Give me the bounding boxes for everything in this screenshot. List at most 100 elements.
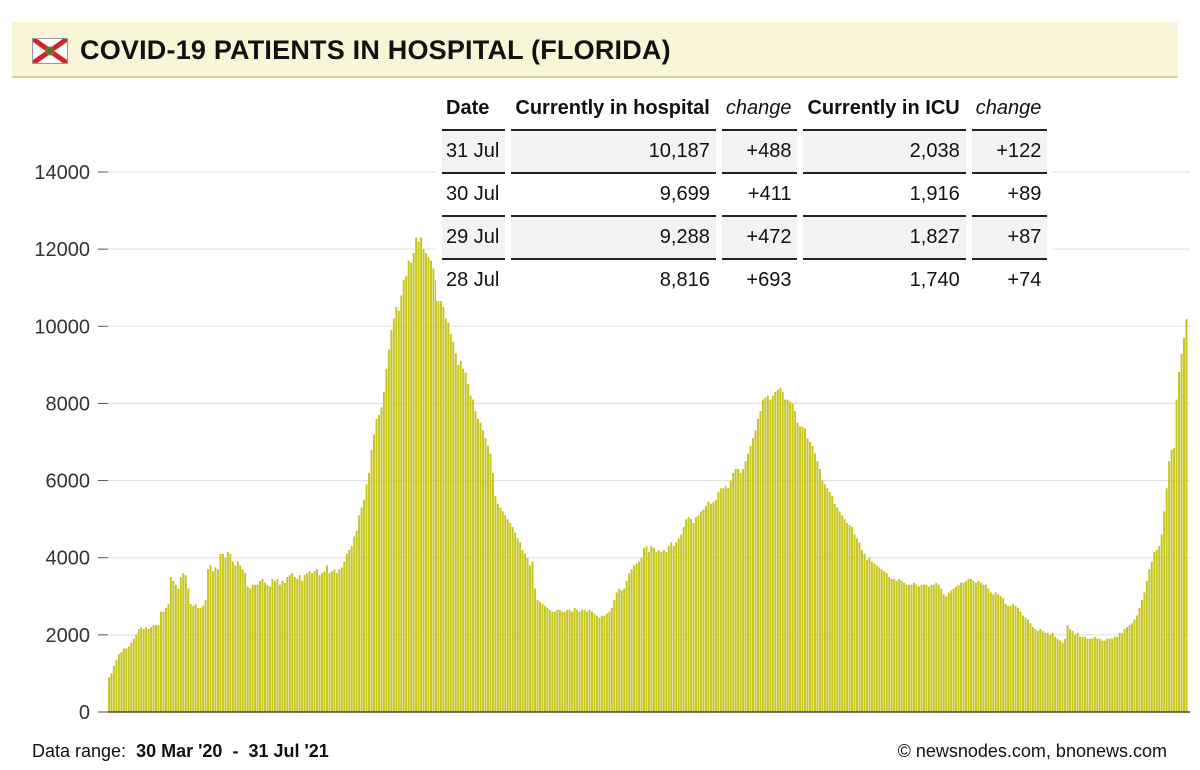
bar xyxy=(670,542,673,712)
bar xyxy=(447,322,450,712)
bar xyxy=(140,627,143,712)
bar xyxy=(259,580,262,712)
bar xyxy=(316,569,318,712)
row-date: 28 Jul xyxy=(446,269,500,291)
bar xyxy=(764,397,767,712)
bar xyxy=(1155,550,1158,712)
bar xyxy=(784,399,787,712)
bar xyxy=(338,569,341,712)
bar xyxy=(430,260,432,712)
bar xyxy=(197,607,200,712)
bar xyxy=(1049,634,1052,712)
bar xyxy=(516,538,519,712)
bar xyxy=(189,604,192,712)
bar xyxy=(1046,632,1049,712)
bar xyxy=(675,542,678,712)
icu-change-column-header: change xyxy=(971,88,1048,131)
bar xyxy=(828,492,831,712)
bar xyxy=(115,659,118,712)
bar xyxy=(737,469,740,712)
bar xyxy=(276,578,279,712)
bar xyxy=(323,571,326,712)
bar xyxy=(905,584,908,712)
bar xyxy=(489,453,492,712)
bar xyxy=(1064,638,1067,712)
bar xyxy=(734,469,737,712)
bar xyxy=(789,401,792,712)
bar xyxy=(432,268,435,712)
bar xyxy=(469,395,472,712)
florida-flag-icon xyxy=(32,38,68,64)
row-icu-change: +89 xyxy=(971,174,1048,217)
bar xyxy=(1180,353,1183,712)
bar xyxy=(883,571,886,712)
bar xyxy=(400,295,403,712)
bar xyxy=(375,418,378,712)
latest-data-table: Date Currently in hospital change Curren… xyxy=(436,88,1054,301)
bar xyxy=(278,584,281,712)
bar xyxy=(563,611,566,712)
bar xyxy=(420,237,423,712)
bar xyxy=(318,575,321,712)
bar xyxy=(308,571,311,712)
bar xyxy=(915,584,918,712)
bar xyxy=(714,499,717,712)
row-icu-change: +87 xyxy=(971,217,1048,260)
bar xyxy=(747,453,750,712)
bar xyxy=(221,553,224,712)
bar xyxy=(1148,569,1151,712)
bar xyxy=(472,399,475,712)
bar xyxy=(449,334,452,712)
bar xyxy=(1039,629,1042,712)
credit: © newsnodes.com, bnonews.com xyxy=(897,741,1167,761)
bar xyxy=(224,557,227,712)
bar xyxy=(865,559,868,712)
bar xyxy=(442,307,445,712)
bar xyxy=(729,480,732,712)
bar xyxy=(199,607,202,712)
bar xyxy=(586,611,588,712)
bar xyxy=(207,569,210,712)
bar xyxy=(482,430,484,712)
bar xyxy=(340,567,343,712)
bar xyxy=(1022,615,1024,712)
bar xyxy=(809,442,811,712)
bar xyxy=(311,573,314,712)
bar xyxy=(618,588,621,712)
bar xyxy=(303,575,306,712)
bar xyxy=(373,434,375,712)
row-hospital-change: +472 xyxy=(721,217,798,260)
bar xyxy=(467,384,470,712)
table-row: 29 Jul 9,288 +472 1,827 +87 xyxy=(442,217,1048,260)
bar xyxy=(749,445,752,712)
bar xyxy=(1123,629,1126,712)
bar xyxy=(930,584,933,712)
bar xyxy=(167,604,170,712)
bar xyxy=(940,588,943,712)
bar xyxy=(261,578,264,712)
bar xyxy=(821,480,824,712)
bar xyxy=(343,561,346,712)
bar xyxy=(127,646,130,712)
bar xyxy=(214,567,217,712)
bar xyxy=(378,415,380,712)
bar xyxy=(117,654,120,712)
bar xyxy=(142,629,145,712)
bar xyxy=(878,567,881,712)
bar xyxy=(365,484,368,712)
bar xyxy=(846,523,849,712)
bar xyxy=(249,588,252,712)
bar xyxy=(918,586,920,712)
bar xyxy=(1160,534,1163,712)
bar xyxy=(635,563,638,712)
bar xyxy=(1036,631,1039,712)
bar xyxy=(900,580,903,712)
bar xyxy=(863,553,866,712)
bar xyxy=(989,592,992,712)
bar xyxy=(838,511,841,712)
bar xyxy=(1096,638,1099,712)
bar xyxy=(719,488,722,712)
bar xyxy=(704,505,707,712)
bar xyxy=(752,438,754,712)
bar xyxy=(132,638,135,712)
